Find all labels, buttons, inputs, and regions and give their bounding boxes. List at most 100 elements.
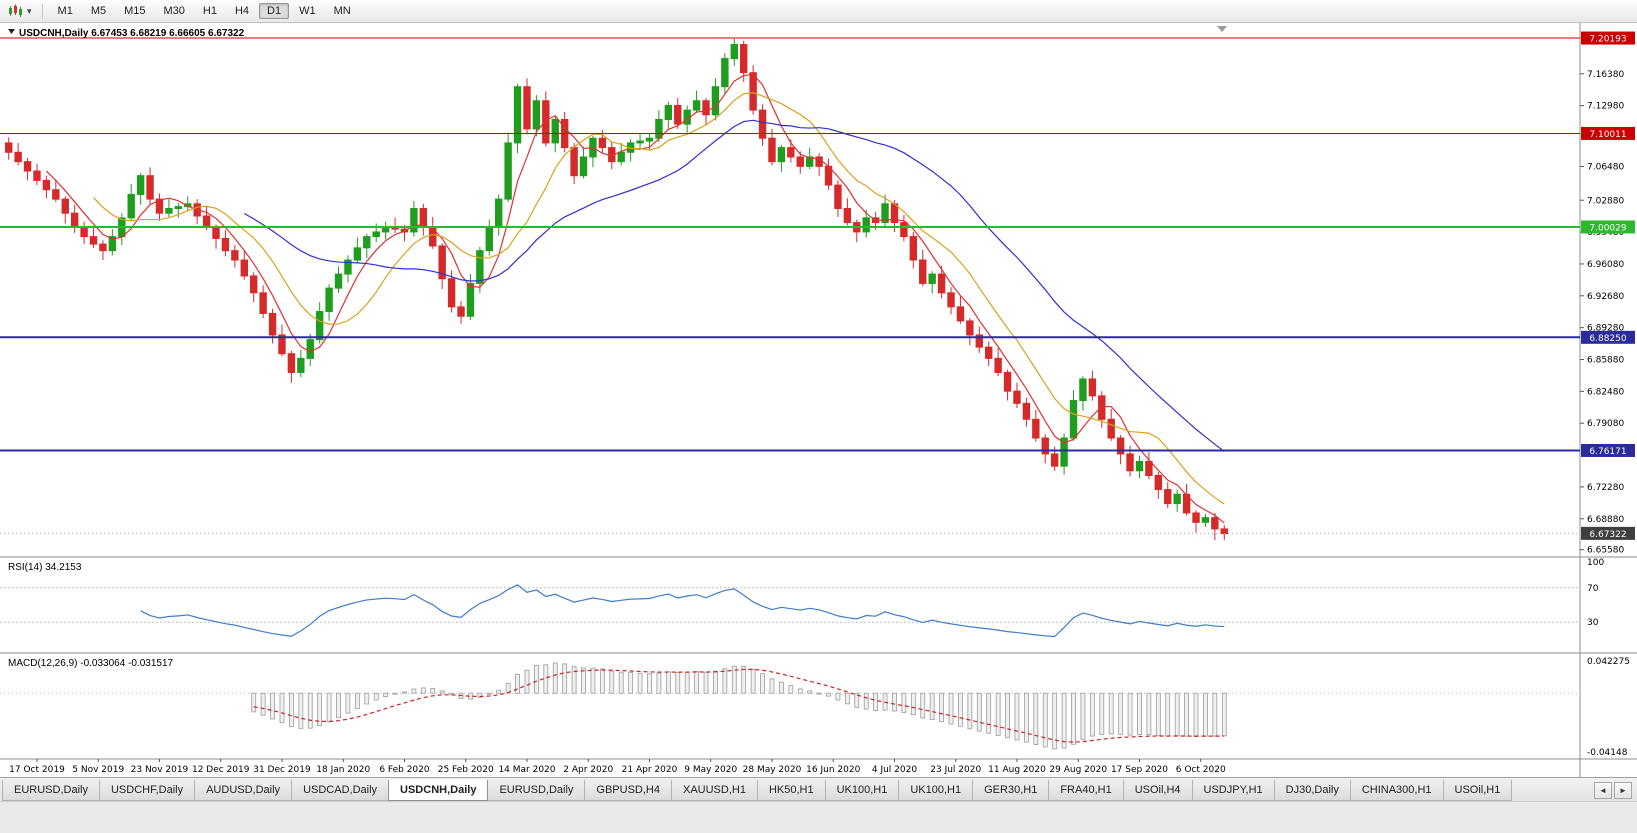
chart-tab-audusd-daily[interactable]: AUDUSD,Daily — [194, 780, 293, 801]
chart-tab-usdjpy-h1[interactable]: USDJPY,H1 — [1191, 780, 1275, 801]
date-label: 18 Jan 2020 — [316, 765, 370, 775]
date-label: 9 May 2020 — [684, 765, 737, 775]
price-axis: 7.163807.129807.064807.028806.994806.960… — [1580, 31, 1635, 758]
price-tick-label: 6.85880 — [1587, 356, 1624, 366]
svg-text:7.20193: 7.20193 — [1589, 35, 1626, 45]
timeframe-h1[interactable]: H1 — [195, 3, 225, 19]
macd-pane[interactable] — [0, 662, 1580, 750]
date-label: 28 May 2020 — [743, 765, 802, 775]
chart-tab-uk100-h1[interactable]: UK100,H1 — [898, 780, 974, 801]
date-label: 17 Oct 2019 — [9, 765, 65, 775]
date-label: 25 Feb 2020 — [438, 765, 494, 775]
date-label: 4 Jul 2020 — [872, 765, 917, 775]
chart-tab-uk100-h1[interactable]: UK100,H1 — [824, 780, 900, 801]
rsi-line — [140, 584, 1225, 638]
timeframe-w1[interactable]: W1 — [291, 3, 324, 19]
date-label: 6 Feb 2020 — [379, 765, 430, 775]
pane-separators — [0, 23, 1637, 777]
chart-tab-eurusd-daily[interactable]: EURUSD,Daily — [487, 780, 586, 801]
price-axis-badge: 6.67322 — [1581, 526, 1635, 540]
timeframe-m30[interactable]: M30 — [156, 3, 193, 19]
chart-shift-marker[interactable] — [1217, 26, 1227, 32]
date-label: 2 Apr 2020 — [563, 765, 613, 775]
chart-tab-china300-h1[interactable]: CHINA300,H1 — [1349, 780, 1444, 801]
chart-tab-hk50-h1[interactable]: HK50,H1 — [756, 780, 826, 801]
symbol-ohlc-info: USDCNH,Daily 6.67453 6.68219 6.66605 6.6… — [19, 28, 245, 39]
svg-text:6.88250: 6.88250 — [1589, 334, 1626, 344]
chart-tab-ger30-h1[interactable]: GER30,H1 — [972, 780, 1050, 801]
chart-tab-usdcnh-daily[interactable]: USDCNH,Daily — [388, 780, 489, 801]
chart-tab-dj30-daily[interactable]: DJ30,Daily — [1273, 780, 1351, 801]
price-axis-badge: 7.10011 — [1581, 126, 1635, 140]
timeframe-m5[interactable]: M5 — [83, 3, 114, 19]
macd-label: MACD(12,26,9) -0.033064 -0.031517 — [8, 658, 174, 669]
macd-signal-line — [253, 668, 1225, 743]
price-tick-label: 7.06480 — [1587, 163, 1624, 173]
timeframe-mn[interactable]: MN — [326, 3, 359, 19]
timeframe-buttons: M1 M5 M15 M30 H1 H4 D1 W1 MN — [49, 3, 360, 19]
chart-tabs-bar: EURUSD,Daily USDCHF,Daily AUDUSD,Daily USDC… — [0, 777, 1637, 801]
price-tick-label: 6.89280 — [1587, 324, 1624, 334]
price-tick-label: 6.79080 — [1587, 419, 1624, 429]
svg-text:7.10011: 7.10011 — [1589, 130, 1626, 140]
rsi-axis-label: 30 — [1587, 618, 1599, 628]
macd-histogram — [251, 662, 1227, 750]
rsi-label: RSI(14) 34.2153 — [8, 562, 82, 573]
svg-text:6.76171: 6.76171 — [1589, 447, 1626, 457]
ma-medium-line — [93, 92, 1225, 505]
price-axis-badge: 7.00029 — [1581, 220, 1635, 234]
date-label: 31 Dec 2019 — [253, 765, 311, 775]
symbol-dropdown-icon[interactable] — [8, 29, 15, 34]
price-tick-label: 6.65580 — [1587, 546, 1624, 556]
macd-axis-bottom-label: -0.04148 — [1587, 748, 1628, 758]
price-tick-label: 6.92680 — [1587, 292, 1624, 302]
price-tick-label: 6.82480 — [1587, 387, 1624, 397]
chart-tab-usdcad-daily[interactable]: USDCAD,Daily — [291, 780, 390, 801]
date-label: 16 Jun 2020 — [806, 765, 860, 775]
macd-axis-top-label: 0.042275 — [1587, 657, 1630, 667]
chart-tab-usdchf-daily[interactable]: USDCHF,Daily — [98, 780, 196, 801]
chart-tab-xauusd-h1[interactable]: XAUUSD,H1 — [670, 780, 758, 801]
tabs-scroll-left-button[interactable]: ◄ — [1594, 782, 1612, 799]
tab-scroll-arrows: ◄ ► — [1591, 780, 1635, 801]
price-tick-label: 6.68880 — [1587, 515, 1624, 525]
date-label: 23 Nov 2019 — [131, 765, 189, 775]
timeframe-m15[interactable]: M15 — [116, 3, 153, 19]
date-label: 6 Oct 2020 — [1176, 765, 1226, 775]
timeframe-m1[interactable]: M1 — [50, 3, 81, 19]
date-label: 21 Apr 2020 — [622, 765, 678, 775]
toolbar-separator — [41, 3, 43, 19]
price-tick-label: 7.16380 — [1587, 70, 1624, 80]
date-axis: 17 Oct 2019 5 Nov 2019 23 Nov 2019 12 Dec 2… — [9, 759, 1226, 775]
chart-tab-usoil-h1[interactable]: USOil,H1 — [1442, 780, 1513, 801]
svg-text:7.00029: 7.00029 — [1589, 223, 1626, 233]
date-label: 12 Dec 2019 — [192, 765, 250, 775]
chart-tab-usoil-h4[interactable]: USOil,H4 — [1122, 780, 1193, 801]
date-label: 11 Aug 2020 — [988, 765, 1046, 775]
chart-tab-fra40-h1[interactable]: FRA40,H1 — [1048, 780, 1124, 801]
rsi-pane[interactable] — [0, 584, 1580, 638]
price-tick-label: 6.96080 — [1587, 260, 1624, 270]
chevron-down-icon: ▾ — [27, 5, 32, 16]
date-label: 29 Aug 2020 — [1049, 765, 1107, 775]
chart-tabs: EURUSD,Daily USDCHF,Daily AUDUSD,Daily USDC… — [2, 780, 1591, 801]
timeframe-d1[interactable]: D1 — [259, 3, 290, 19]
price-pane[interactable] — [0, 37, 1580, 541]
tabs-scroll-right-button[interactable]: ► — [1614, 782, 1632, 799]
date-label: 5 Nov 2019 — [72, 765, 124, 775]
price-axis-badge: 6.88250 — [1581, 330, 1635, 344]
date-label: 17 Sep 2020 — [1111, 765, 1168, 775]
chart-tab-eurusd-daily[interactable]: EURUSD,Daily — [2, 780, 100, 801]
timeframe-h4[interactable]: H4 — [227, 3, 257, 19]
chart-type-button[interactable]: ▾ — [4, 3, 36, 19]
rsi-axis-label: 70 — [1587, 584, 1599, 594]
date-label: 23 Jul 2020 — [930, 765, 981, 775]
chart-area[interactable]: 17 Oct 2019 5 Nov 2019 23 Nov 2019 12 Dec 2… — [0, 23, 1637, 777]
rsi-axis-label: 100 — [1587, 558, 1604, 568]
price-tick-label: 7.02880 — [1587, 196, 1624, 206]
candlestick-chart-icon — [9, 4, 22, 17]
price-tick-label: 7.12980 — [1587, 102, 1624, 112]
ma-fast-line — [45, 73, 1225, 524]
chart-tab-gbpusd-h4[interactable]: GBPUSD,H4 — [584, 780, 672, 801]
